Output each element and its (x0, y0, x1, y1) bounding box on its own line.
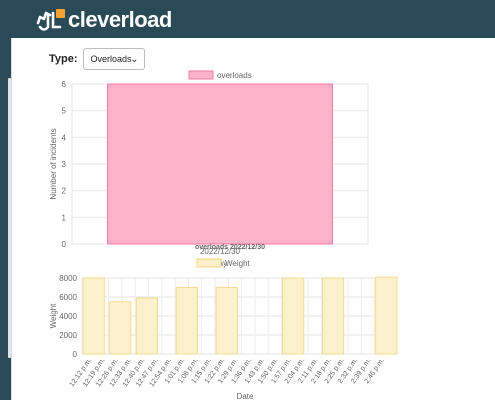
main-panel: Type: Overloads ⌄ overloads 0 1 2 3 4 5 6 2022/1… (11, 38, 495, 400)
bar[interactable] (175, 287, 198, 355)
y-tick-label: 0 (62, 240, 67, 249)
sidebar-edge (8, 78, 11, 358)
bar[interactable] (82, 277, 105, 355)
y-axis-title: Weight (49, 303, 58, 329)
x-axis-title: Date (237, 392, 254, 400)
y-axis-title: Number of incidents (49, 128, 58, 199)
brand-logo[interactable]: cleverload (36, 6, 172, 34)
bar[interactable] (109, 301, 132, 355)
type-select[interactable]: Overloads ⌄ (82, 48, 145, 70)
logo-icon (36, 7, 66, 33)
y-tick-label: 6 (62, 80, 67, 89)
chevron-down-icon: ⌄ (130, 54, 139, 65)
x-tick-label: 2022/12/30 (200, 247, 241, 256)
type-filter: Type: Overloads ⌄ (49, 48, 145, 70)
brand-name: cleverload (68, 7, 172, 32)
y-tick-label: 4 (62, 133, 67, 142)
bar[interactable] (135, 297, 158, 355)
y-tick-label: 2 (62, 187, 67, 196)
bar[interactable] (107, 83, 333, 245)
y-tick-label: 0 (73, 350, 78, 359)
y-tick-label: 6000 (59, 293, 77, 302)
y-tick-label: 3 (62, 160, 67, 169)
legend-swatch[interactable] (188, 70, 214, 80)
y-tick-label: 8000 (59, 274, 77, 283)
legend-label[interactable]: overloads (217, 71, 252, 80)
bar[interactable] (282, 277, 305, 355)
bar[interactable] (375, 276, 398, 355)
legend-label[interactable]: Weight (225, 259, 251, 268)
bar[interactable] (322, 277, 345, 355)
legend-swatch[interactable] (196, 258, 222, 268)
y-tick-label: 5 (62, 107, 67, 116)
y-tick-label: 4000 (59, 312, 77, 321)
weight-chart: overloads 2022/12/30 Weight 0 2000 4000 6000 8… (49, 244, 398, 400)
y-tick-label: 2000 (59, 331, 77, 340)
y-tick-label: 1 (62, 213, 67, 222)
chart-title: overloads 2022/12/30 (195, 244, 265, 251)
sidebar (0, 38, 12, 400)
top-bar: cleverload (0, 0, 495, 38)
type-select-value: Overloads (90, 54, 132, 64)
type-label: Type: (49, 53, 78, 65)
bar[interactable] (215, 287, 238, 355)
